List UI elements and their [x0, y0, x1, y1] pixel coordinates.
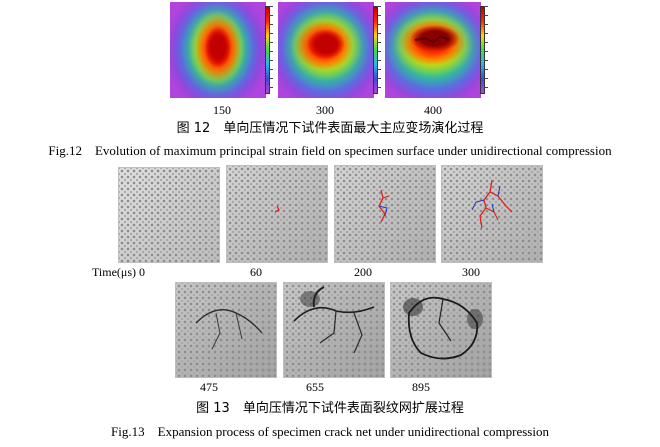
- panel-label-300: 300: [316, 103, 334, 117]
- colorbar-ticks: [269, 6, 275, 94]
- crack-photo-300: [441, 165, 543, 263]
- crack-lines: [378, 189, 390, 223]
- crack-lines: [471, 179, 513, 229]
- crack-photo-60: [226, 165, 328, 263]
- time-label-0: Time(μs) 0: [92, 265, 145, 279]
- time-label-200: 200: [354, 265, 372, 279]
- strain-colorbar: [480, 6, 485, 94]
- figure-13-caption-en: Fig.13 Expansion process of specimen cra…: [111, 424, 549, 439]
- crack-photo-655: [283, 282, 385, 378]
- crack-photo-895: [390, 282, 492, 378]
- strain-field-image-400: [385, 2, 481, 98]
- crack-lines: [293, 286, 375, 354]
- crack-photo-0: [118, 167, 220, 263]
- figure-13-caption-cn: 图 13 单向压情况下试件表面裂纹网扩展过程: [196, 401, 464, 416]
- panel-label-150: 150: [213, 103, 231, 117]
- crack-lines: [195, 309, 263, 350]
- time-label-895: 895: [412, 380, 430, 394]
- time-label-300: 300: [462, 265, 480, 279]
- panel-label-400: 400: [424, 103, 442, 117]
- strain-colorbar: [373, 6, 378, 94]
- strain-colorbar: [265, 6, 270, 94]
- strain-field-image-150: [170, 2, 266, 98]
- crack-photo-475: [175, 282, 277, 378]
- time-label-60: 60: [250, 265, 262, 279]
- crack-overlay: [414, 34, 450, 44]
- colorbar-ticks: [377, 6, 383, 94]
- colorbar-ticks: [484, 6, 490, 94]
- crack-lines: [274, 205, 280, 213]
- crack-lines: [403, 296, 483, 360]
- figure-12-caption-cn: 图 12 单向压情况下试件表面最大主应变场演化过程: [176, 121, 484, 136]
- time-label-655: 655: [306, 380, 324, 394]
- time-label-475: 475: [200, 380, 218, 394]
- crack-photo-200: [334, 165, 436, 263]
- figure-12-caption-en: Fig.12 Evolution of maximum principal st…: [48, 143, 612, 158]
- strain-field-image-300: [278, 2, 374, 98]
